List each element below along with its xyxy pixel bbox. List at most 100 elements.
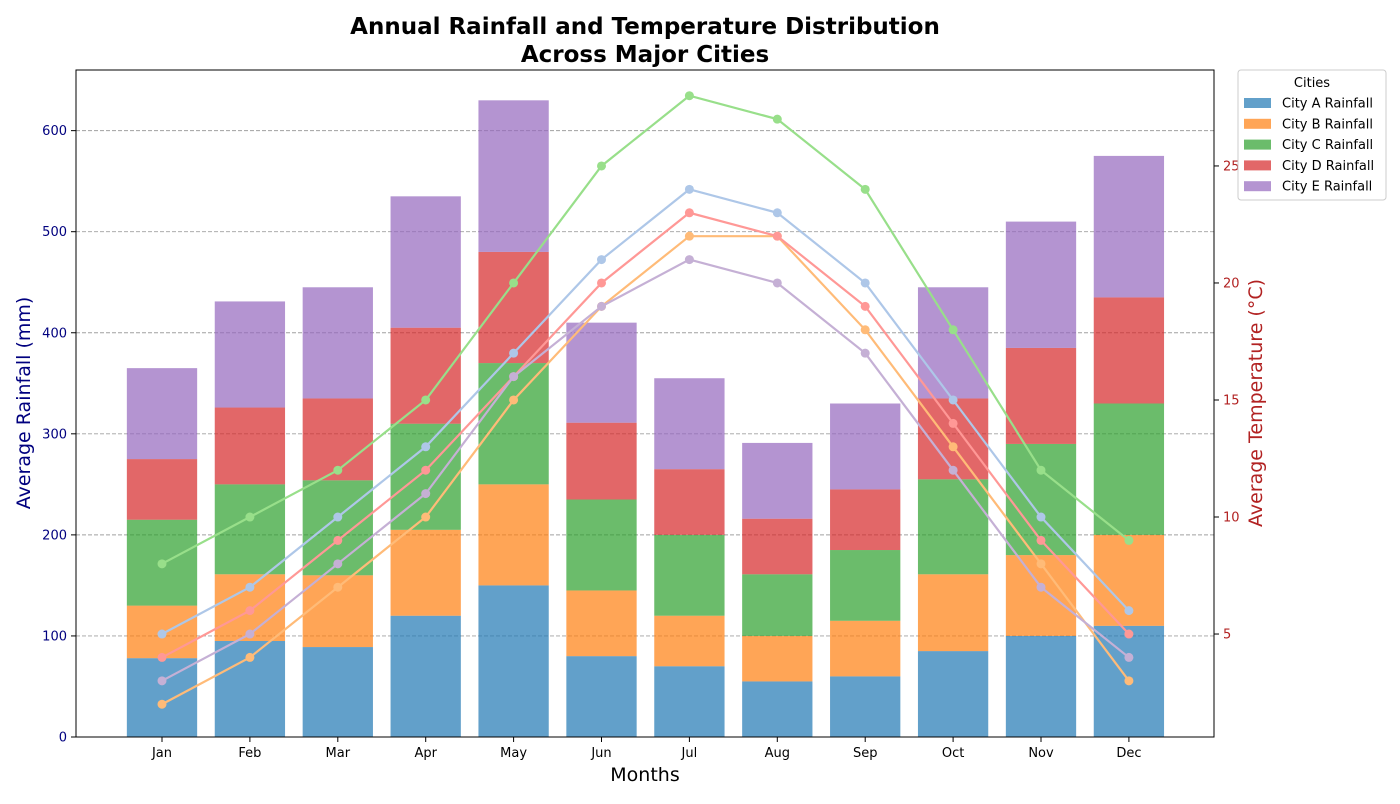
temperature-line-1	[157, 184, 1134, 639]
bar	[742, 635, 813, 682]
temperature-point	[157, 629, 167, 639]
legend-item-city-e-rainfall: City E Rainfall	[1244, 180, 1372, 195]
temperature-lines	[157, 91, 1134, 709]
temperature-point	[684, 184, 694, 194]
bar	[126, 368, 198, 460]
temperature-line	[161, 235, 1130, 706]
temperature-point	[1124, 652, 1134, 662]
temperature-line-5	[157, 255, 1134, 686]
temperature-point	[948, 395, 958, 405]
temperature-line	[161, 258, 1130, 682]
bar	[566, 422, 637, 500]
bar	[302, 647, 373, 737]
x-tick-label: Dec	[1116, 746, 1141, 761]
temperature-point	[333, 582, 343, 592]
bar	[917, 574, 989, 652]
temperature-point	[509, 278, 519, 288]
legend-label: City D Rainfall	[1282, 159, 1374, 174]
x-tick-label: Sep	[853, 746, 878, 761]
bar	[566, 322, 637, 423]
bar	[830, 489, 901, 551]
temperature-line	[161, 94, 1130, 565]
x-tick-label: Oct	[942, 746, 964, 761]
bar	[654, 666, 725, 737]
y-axis-label: Average Rainfall (mm)	[13, 297, 35, 510]
bar	[654, 469, 725, 535]
bar	[654, 378, 725, 470]
temperature-point	[245, 629, 255, 639]
temperature-point	[948, 418, 958, 428]
bar	[214, 407, 286, 485]
temperature-point	[333, 512, 343, 522]
y-tick-label-right: 15	[1223, 393, 1240, 408]
bar	[478, 484, 549, 586]
legend-label: City B Rainfall	[1282, 117, 1373, 132]
temperature-point	[1036, 512, 1046, 522]
bar	[478, 100, 549, 252]
bar	[830, 550, 901, 621]
temperature-point	[860, 278, 870, 288]
temperature-point	[421, 395, 431, 405]
x-tick-label: Jan	[151, 746, 172, 761]
temperature-point	[509, 372, 519, 382]
temperature-point	[421, 489, 431, 499]
temperature-line-2	[157, 231, 1134, 709]
temperature-point	[860, 184, 870, 194]
legend-swatch	[1244, 181, 1271, 192]
temperature-point	[157, 559, 167, 569]
temperature-point	[1036, 465, 1046, 475]
temperature-point	[333, 559, 343, 569]
temperature-point	[157, 652, 167, 662]
x-tick-label: Jul	[681, 746, 698, 761]
legend-item-city-c-rainfall: City C Rainfall	[1244, 138, 1373, 153]
temperature-point	[1036, 535, 1046, 545]
legend-swatch	[1244, 118, 1271, 129]
temperature-point	[509, 348, 519, 358]
y-tick-label-right: 5	[1223, 628, 1231, 643]
y-tick-label: 0	[59, 731, 67, 746]
bar	[830, 676, 901, 737]
temperature-point	[421, 512, 431, 522]
temperature-point	[245, 652, 255, 662]
bar	[742, 518, 813, 575]
bar	[917, 651, 989, 737]
x-axis-label: Months	[610, 764, 679, 786]
temperature-point	[1124, 606, 1134, 616]
bar	[302, 287, 373, 399]
bar	[390, 327, 461, 424]
temperature-point	[597, 255, 606, 265]
bar-series-city-e-rainfall	[126, 100, 1165, 519]
temperature-point	[509, 395, 519, 405]
temperature-point	[772, 231, 782, 241]
bar	[390, 529, 461, 616]
temperature-point	[860, 348, 870, 358]
temperature-point	[948, 325, 958, 335]
temperature-point	[597, 301, 606, 311]
temperature-point	[245, 582, 255, 592]
temperature-point	[421, 442, 431, 452]
y-tick-label-right: 25	[1223, 159, 1240, 174]
temperature-point	[333, 465, 343, 475]
temperature-point	[245, 606, 255, 616]
legend-swatch	[1244, 139, 1271, 150]
bar	[126, 459, 198, 520]
y-tick-label-right: 10	[1223, 511, 1240, 526]
temperature-point	[1124, 629, 1134, 639]
legend-swatch	[1244, 98, 1271, 108]
x-tick-label: Mar	[326, 746, 351, 761]
y-tick-label: 300	[42, 427, 67, 442]
y-tick-label: 600	[42, 124, 67, 139]
legend-item-city-b-rainfall: City B Rainfall	[1244, 117, 1373, 132]
bar	[390, 196, 461, 328]
temperature-point	[421, 465, 431, 475]
bar	[830, 403, 901, 490]
bar	[654, 615, 725, 667]
bar	[742, 442, 813, 519]
temperature-point	[1036, 559, 1046, 569]
temperature-point	[860, 325, 870, 335]
temperature-point	[245, 512, 255, 522]
bar	[1093, 297, 1165, 404]
y-tick-label: 500	[42, 225, 67, 240]
y-tick-label: 400	[42, 326, 67, 341]
